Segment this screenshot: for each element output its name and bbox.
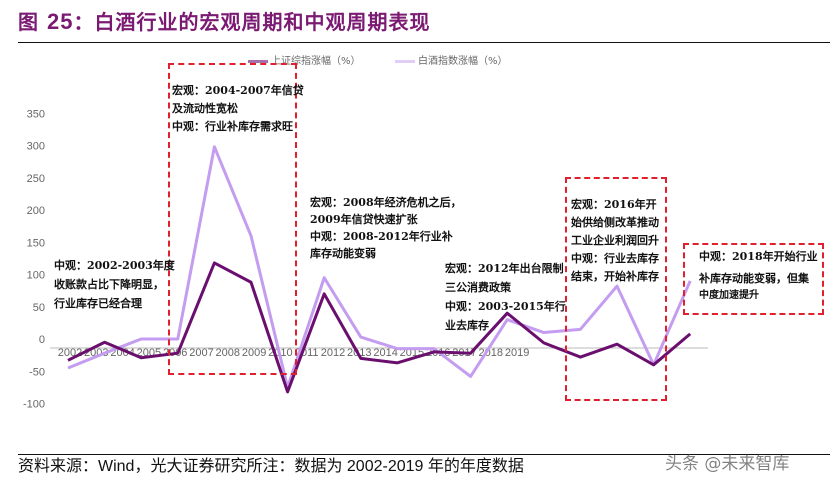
annotation-line: 业去库存: [445, 319, 489, 332]
legend-swatch: [395, 59, 415, 63]
series-line-baijiu: [67, 145, 692, 389]
annotation-line: 中观：2018年开始行业: [699, 250, 818, 263]
footer-rule: [18, 454, 830, 455]
legend-label: 上证综指涨幅（%）: [271, 56, 361, 67]
legend-item-baijiu: 白酒指数涨幅（%）: [395, 52, 508, 67]
annotation-line: 行业库存已经合理: [54, 297, 142, 310]
annotation-line: 工业企业利润回升: [571, 234, 659, 247]
watermark: 头条 @未来智库: [665, 454, 790, 474]
annotation-line: 中观：2003-2015年行: [445, 300, 566, 313]
annotation-box-2016: [565, 177, 667, 401]
title-text: ：白酒行业的宏观周期和中观周期表现: [73, 10, 431, 34]
y-tick-label: 100: [27, 270, 45, 282]
title-rule: [18, 42, 830, 43]
source-note: 资料来源：Wind，光大证券研究所注：数据为 2002-2019 年的年度数据: [18, 458, 524, 475]
figure-number: 25: [46, 9, 74, 34]
annotation-2012: 宏观：2012年出台限制 三公消费政策 中观：2003-2015年行 业去库存: [445, 259, 566, 335]
x-tick-label: 2009: [242, 347, 266, 359]
annotation-line: 宏观：2008年经济危机之后，: [310, 196, 462, 209]
series-line-shanghai: [67, 261, 692, 394]
y-tick-label: -50: [29, 366, 45, 378]
annotation-line: 补库存动能变弱，但集: [699, 272, 809, 285]
annotation-line: 中观：行业去库存: [571, 252, 659, 265]
annotation-2016: 宏观：2016年开 始供给侧改革推动 工业企业利润回升 中观：行业去库存 结束，…: [571, 196, 659, 286]
annotation-line: 中观：2008-2012年行业补: [310, 230, 453, 243]
annotation-2002-2003: 中观：2002-2003年度 收账款占比下降明显， 行业库存已经合理: [54, 256, 175, 313]
figure-title: 图 25：白酒行业的宏观周期和中观周期表现: [18, 6, 430, 35]
annotation-box-2004-2007: [168, 63, 297, 375]
y-tick-label: 350: [27, 108, 45, 120]
annotation-line: 结束，开始补库存: [571, 270, 659, 283]
annotation-line: 及流动性宽松: [172, 102, 238, 115]
y-tick-label: 250: [27, 173, 45, 185]
annotation-box-2018: [683, 243, 824, 315]
annotation-line: 宏观：2012年出台限制: [445, 262, 564, 275]
legend-swatch: [248, 59, 268, 63]
annotation-line: 宏观：2016年开: [571, 198, 657, 211]
y-tick-label: 200: [27, 205, 45, 217]
annotation-2018: 中观：2018年开始行业 补库存动能变弱，但集 中度加速提升: [699, 246, 818, 302]
annotation-line: 收账款占比下降明显，: [54, 278, 164, 291]
annotation-line: 库存动能变弱: [310, 247, 376, 260]
annotation-line: 宏观：2004-2007年信贷: [172, 84, 304, 97]
x-tick-label: 2002: [58, 347, 82, 359]
y-tick-label: -100: [23, 399, 45, 411]
title-prefix: 图: [18, 10, 39, 34]
x-tick-label: 2019: [505, 347, 529, 359]
annotation-line: 三公消费政策: [445, 281, 511, 294]
x-tick-label: 2014: [373, 347, 397, 359]
legend-label: 白酒指数涨幅（%）: [418, 56, 508, 67]
annotation-line: 中度加速提升: [699, 290, 759, 301]
y-tick-label: 300: [27, 141, 45, 153]
y-tick-label: 0: [39, 334, 45, 346]
annotation-line: 2009年信贷快速扩张: [310, 213, 418, 226]
annotation-2004-2007: 宏观：2004-2007年信贷 及流动性宽松 中观：行业补库存需求旺: [172, 82, 304, 136]
annotation-2008: 宏观：2008年经济危机之后， 2009年信贷快速扩张 中观：2008-2012…: [310, 194, 462, 262]
x-tick-label: 2008: [216, 347, 240, 359]
x-tick-label: 2007: [189, 347, 213, 359]
annotation-line: 始供给侧改革推动: [571, 216, 659, 229]
legend-item-shanghai: 上证综指涨幅（%）: [248, 52, 361, 67]
annotation-line: 中观：2002-2003年度: [54, 259, 175, 272]
y-tick-label: 150: [27, 237, 45, 249]
y-tick-label: 50: [33, 302, 45, 314]
x-tick-label: 2012: [321, 347, 345, 359]
annotation-line: 中观：行业补库存需求旺: [172, 120, 293, 133]
